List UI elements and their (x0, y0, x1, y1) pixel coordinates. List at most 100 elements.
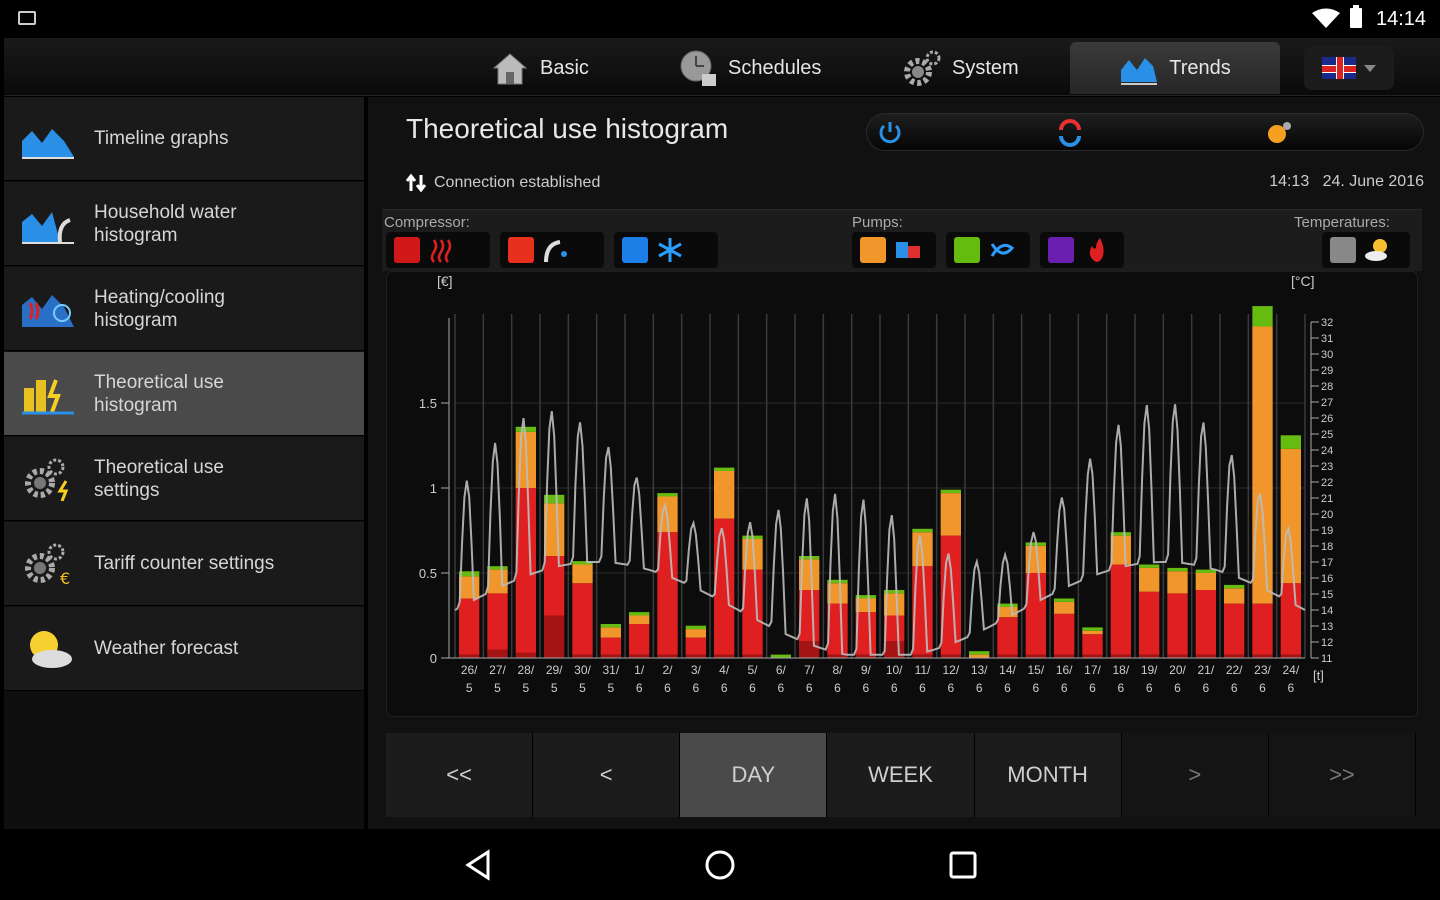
pump-aux-swatch (1048, 237, 1074, 263)
home-icon[interactable] (703, 848, 737, 882)
bar-compressor-heating (1082, 654, 1103, 658)
sidebar-item-label: Household water histogram (94, 201, 237, 246)
sidebar-item-timeline-graphs[interactable]: Timeline graphs (4, 97, 364, 181)
bar-pump-source (657, 493, 678, 497)
x-tick-label-day: 24/ (1282, 663, 1299, 677)
bar-compressor-heating (714, 654, 735, 658)
clock-icon (680, 50, 716, 86)
bar-pump-circulation (940, 493, 961, 536)
gears-icon (904, 50, 941, 86)
bar-compressor-water (572, 583, 593, 655)
month-button[interactable]: MONTH (974, 733, 1122, 817)
bar-compressor-water (1110, 564, 1131, 655)
sidebar-item-label: Theoretical use settings (94, 456, 224, 501)
svg-text:€: € (60, 569, 70, 586)
bar-compressor-heating (742, 654, 763, 658)
sun-icon[interactable] (1263, 118, 1293, 148)
bar-compressor-water (515, 488, 536, 653)
back-icon[interactable] (462, 848, 496, 882)
y2-tick-label: 13 (1321, 621, 1333, 633)
sidebar-item-label: Tariff counter settings (94, 553, 275, 574)
x-tick-label-day: 5/ (747, 663, 758, 677)
bar-pump-circulation (572, 564, 593, 584)
x-tick-label-day: 8/ (832, 663, 843, 677)
x-tick-label-month: 6 (891, 681, 898, 695)
sidebar-item-theoretical-use-histogram[interactable]: Theoretical use histogram (4, 352, 364, 436)
tab-system[interactable]: System (888, 42, 1033, 94)
heating-icon (430, 239, 452, 263)
bar-pump-source (799, 556, 820, 560)
timestamp-date: 24. June 2016 (1322, 173, 1424, 190)
x-tick-label-day: 21/ (1197, 663, 1214, 677)
bar-pump-circulation (1110, 535, 1131, 565)
x-tick-label-day: 6/ (776, 663, 787, 677)
connection-status: Connection established (406, 173, 600, 193)
week-button[interactable]: WEEK (827, 733, 975, 817)
x-tick-label-day: 22/ (1226, 663, 1243, 677)
bar-pump-circulation (487, 569, 508, 594)
bar-compressor-water (1082, 634, 1103, 655)
recents-icon[interactable] (946, 848, 980, 882)
bar-pump-source (487, 566, 508, 570)
bar-pump-circulation (1082, 630, 1103, 635)
legend-compressor-heating[interactable] (386, 232, 490, 268)
transfer-arrows-icon (406, 173, 427, 193)
x-tick-label-day: 10/ (886, 663, 903, 677)
bar-compressor-water (827, 603, 848, 655)
bar-pump-circulation (1054, 601, 1075, 614)
sidebar-item-theoretical-use-settings[interactable]: Theoretical use settings (4, 437, 364, 521)
x-tick-label-month: 6 (1146, 681, 1153, 695)
x-tick-label-day: 20/ (1169, 663, 1186, 677)
compressor-group-label: Compressor: (384, 214, 470, 231)
last-page-button[interactable]: >> (1268, 733, 1416, 817)
top-navigation: Basic Schedules System Trends (4, 38, 1440, 96)
bar-pump-circulation (1224, 588, 1245, 604)
legend-pump-source[interactable] (946, 232, 1030, 268)
tab-basic-label: Basic (540, 56, 589, 79)
bar-pump-circulation (855, 598, 876, 613)
legend-temperature[interactable] (1322, 232, 1410, 268)
bar-compressor-water (799, 590, 820, 641)
x-tick-label-month: 6 (1089, 681, 1096, 695)
x-tick-label-day: 4/ (719, 663, 730, 677)
tab-schedules[interactable]: Schedules (664, 42, 835, 94)
next-button[interactable]: > (1121, 733, 1269, 817)
temperature-line (454, 404, 1306, 656)
previous-button[interactable]: < (533, 733, 681, 817)
tab-trends[interactable]: Trends (1070, 42, 1280, 94)
tab-basic[interactable]: Basic (476, 42, 603, 94)
x-tick-label-day: 2/ (662, 663, 673, 677)
bar-pump-source (855, 595, 876, 599)
pump-circulation-swatch (860, 237, 886, 263)
legend-pump-aux[interactable] (1040, 232, 1124, 268)
bar-compressor-water (714, 518, 735, 655)
language-selector[interactable] (1304, 46, 1394, 90)
bar-compressor-water (1054, 613, 1075, 655)
flag-uk-icon (1322, 57, 1356, 79)
sync-icon[interactable] (1055, 118, 1085, 148)
bar-compressor-heating (600, 654, 621, 658)
sidebar-item-tariff-counter-settings[interactable]: € Tariff counter settings (4, 522, 364, 606)
bar-compressor-water (629, 624, 650, 655)
y-tick-label: 1.5 (419, 396, 437, 411)
bar-compressor-heating (685, 654, 706, 658)
pump-source-swatch (954, 237, 980, 263)
bar-pump-source (1139, 564, 1160, 568)
gears-lightning-icon (25, 458, 69, 501)
power-icon[interactable] (875, 118, 905, 148)
bar-pump-source (912, 528, 933, 533)
legend-compressor-cooling[interactable] (614, 232, 718, 268)
legend-pump-circulation[interactable] (852, 232, 936, 268)
sidebar-item-weather-forecast[interactable]: Weather forecast (4, 607, 364, 691)
first-page-button[interactable]: << (386, 733, 534, 817)
sidebar-item-household-water-histogram[interactable]: Household water histogram (4, 182, 364, 266)
sidebar-item-heating-cooling-histogram[interactable]: Heating/cooling histogram (4, 267, 364, 351)
connection-status-text: Connection established (434, 174, 601, 191)
legend-compressor-water[interactable] (500, 232, 604, 268)
y2-tick-label: 22 (1321, 477, 1333, 489)
day-button[interactable]: DAY (680, 733, 828, 817)
bar-pump-source (459, 571, 480, 577)
flame-icon (1089, 238, 1104, 262)
page-title: Theoretical use histogram (406, 113, 729, 144)
x-tick-label-day: 3/ (691, 663, 702, 677)
